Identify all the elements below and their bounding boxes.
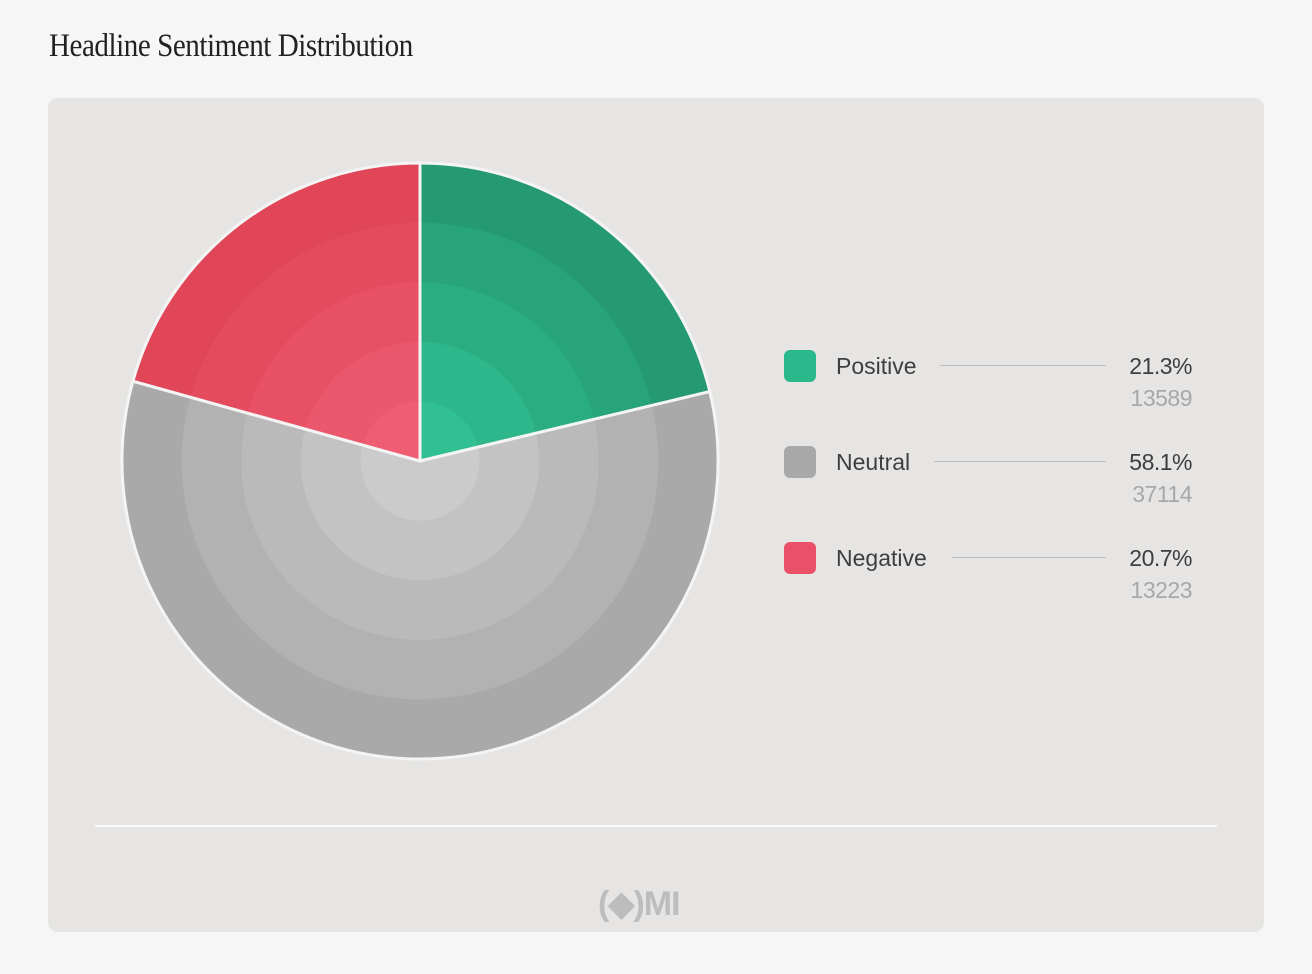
divider (95, 825, 1217, 827)
pie-slice-ring (360, 445, 480, 521)
brand-logo: (◆)MI (598, 885, 681, 923)
pie-slice-border (120, 379, 720, 761)
pie-slice-neutral[interactable] (120, 379, 720, 761)
pie-slice-positive[interactable] (418, 161, 712, 463)
legend-swatch (784, 350, 816, 382)
leader-line (952, 557, 1106, 558)
legend-count: 37114 (1132, 481, 1192, 507)
legend-swatch (784, 542, 816, 574)
legend-percent: 21.3% (1129, 353, 1192, 379)
legend-label: Negative (836, 545, 927, 571)
legend-count: 13223 (1130, 577, 1193, 603)
pie-slice-border (418, 161, 712, 463)
pie-slice-ring (362, 401, 420, 461)
legend-item-positive[interactable]: Positive 21.3% 13589 (784, 348, 1193, 444)
legend-swatch (784, 446, 816, 478)
legend-label: Neutral (836, 449, 911, 475)
legend: Positive 21.3% 13589 Neutral 58.1% 37114… (784, 348, 1193, 636)
leader-line (934, 461, 1106, 462)
legend-percent: 20.7% (1129, 545, 1192, 571)
pie-chart (120, 161, 720, 761)
legend-item-neutral[interactable]: Neutral 58.1% 37114 (784, 444, 1192, 540)
pie-slice-negative[interactable] (131, 161, 422, 463)
legend-item-negative[interactable]: Negative 20.7% 13223 (784, 540, 1193, 636)
chart-title: Headline Sentiment Distribution (49, 28, 413, 64)
pie-slice-border (131, 161, 422, 463)
legend-label: Positive (836, 353, 917, 379)
pie-slice-ring (420, 401, 478, 461)
leader-line (940, 365, 1106, 366)
legend-count: 13589 (1130, 385, 1193, 411)
chart-card: Positive 21.3% 13589 Neutral 58.1% 37114… (48, 98, 1264, 932)
legend-percent: 58.1% (1129, 449, 1192, 475)
